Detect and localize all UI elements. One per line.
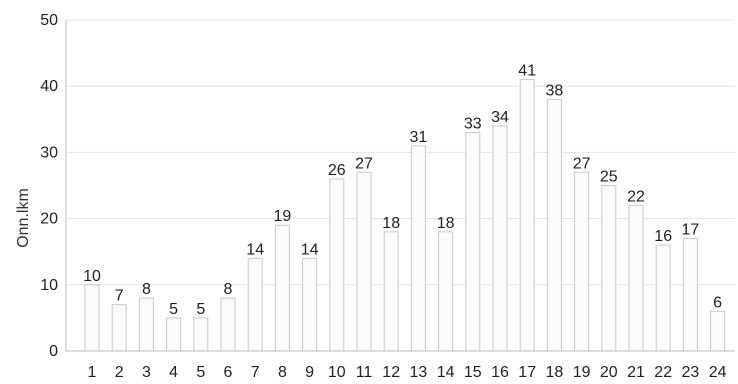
x-tick-label: 3: [142, 364, 151, 381]
bar: [492, 125, 508, 352]
data-label: 6: [713, 294, 722, 311]
data-label: 10: [83, 268, 101, 285]
x-tick-label: 13: [410, 364, 428, 381]
x-tick-label: 5: [196, 364, 205, 381]
x-tick-label: 9: [305, 364, 314, 381]
bar: [682, 237, 698, 352]
y-tick-label: 20: [40, 211, 58, 228]
data-label: 34: [491, 109, 509, 126]
x-tick-label: 12: [382, 364, 400, 381]
grid-layer: [66, 19, 735, 286]
y-tick-label: 0: [49, 343, 58, 360]
x-tick-label: 1: [88, 364, 97, 381]
data-label: 38: [546, 82, 564, 99]
data-label: 27: [573, 155, 591, 172]
y-tick-label: 40: [40, 78, 58, 95]
bar: [710, 310, 726, 352]
x-tick-label: 22: [654, 364, 672, 381]
bar: [356, 171, 372, 352]
bar: [193, 317, 209, 352]
x-tick-label: 21: [627, 364, 645, 381]
bar: [302, 257, 318, 352]
x-tick-label: 20: [600, 364, 618, 381]
x-tick-label: 7: [251, 364, 260, 381]
x-tick-label: 2: [115, 364, 124, 381]
data-label: 18: [382, 215, 400, 232]
bar: [329, 178, 345, 352]
data-label: 18: [437, 215, 455, 232]
bar: [601, 185, 617, 352]
data-label: 27: [355, 155, 373, 172]
x-tick-label: 10: [328, 364, 346, 381]
x-tick-label: 8: [278, 364, 287, 381]
data-label: 5: [169, 301, 178, 318]
data-label: 41: [518, 63, 536, 80]
data-label: 14: [246, 241, 264, 258]
x-tick-label: 23: [682, 364, 700, 381]
x-tick-label: 11: [356, 364, 373, 381]
data-label: 31: [410, 129, 428, 146]
data-label: 17: [682, 221, 700, 238]
bar-layer: [84, 79, 726, 352]
x-tick-label: 17: [518, 364, 536, 381]
data-label: 19: [274, 208, 292, 225]
data-label: 16: [654, 228, 672, 245]
bar: [138, 297, 154, 352]
data-label: 5: [196, 301, 205, 318]
bar: [655, 244, 671, 352]
bar: [111, 304, 127, 352]
bar: [383, 231, 399, 352]
bar: [247, 257, 263, 352]
bar: [84, 284, 100, 352]
bar: [166, 317, 182, 352]
x-tick-label: 16: [491, 364, 509, 381]
x-tick-label: 18: [546, 364, 564, 381]
bar: [628, 204, 644, 352]
data-label: 14: [301, 241, 319, 258]
data-label: 22: [627, 188, 645, 205]
bar: [574, 171, 590, 352]
x-tick-label: 24: [709, 364, 727, 381]
y-tick-label: 30: [40, 144, 58, 161]
x-tick-label: 4: [169, 364, 178, 381]
data-label: 8: [142, 281, 151, 298]
bar: [465, 132, 481, 352]
label-layer: 0102030405010172835455861471981492610271…: [40, 12, 726, 381]
data-label: 8: [224, 281, 233, 298]
x-tick-label: 19: [573, 364, 591, 381]
axis-layer: [65, 20, 735, 352]
bar: [274, 224, 290, 352]
data-label: 26: [328, 162, 346, 179]
data-label: 33: [464, 116, 482, 133]
bar: [519, 79, 535, 352]
y-tick-label: 50: [40, 12, 58, 29]
bar: [546, 98, 562, 352]
x-tick-label: 15: [464, 364, 482, 381]
bar: [410, 145, 426, 352]
x-tick-label: 6: [224, 364, 233, 381]
x-tick-label: 14: [437, 364, 455, 381]
y-axis-title: Onn.lkm: [15, 188, 32, 248]
data-label: 25: [600, 169, 618, 186]
bar: [220, 297, 236, 352]
y-tick-label: 10: [40, 277, 58, 294]
bar: [438, 231, 454, 352]
data-label: 7: [115, 288, 124, 305]
